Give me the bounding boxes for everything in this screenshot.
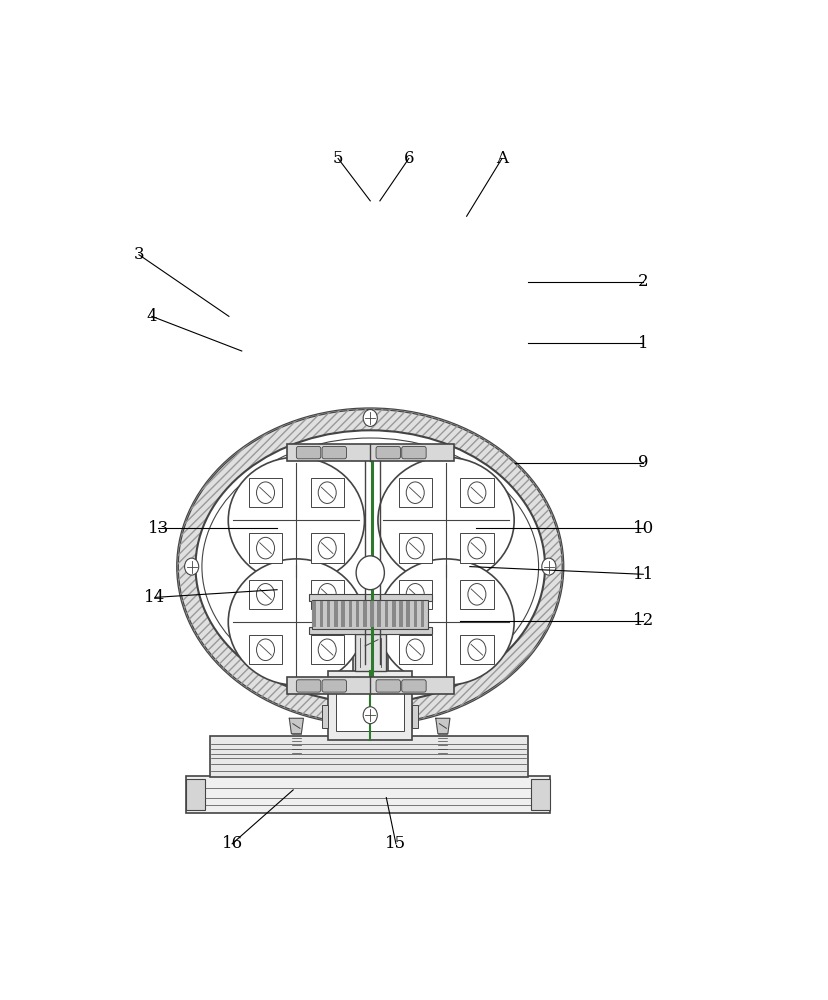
Circle shape [363, 707, 377, 724]
FancyBboxPatch shape [296, 446, 320, 459]
Circle shape [406, 584, 424, 605]
Circle shape [318, 537, 336, 559]
Text: 14: 14 [144, 589, 166, 606]
Bar [248, 580, 282, 609]
Circle shape [185, 558, 199, 575]
Bar [320, 601, 323, 627]
Text: A: A [495, 150, 508, 167]
Text: 15: 15 [385, 835, 406, 852]
Text: 6: 6 [403, 150, 413, 167]
Ellipse shape [378, 457, 513, 584]
Bar [312, 600, 427, 629]
Circle shape [467, 584, 485, 605]
Text: 3: 3 [133, 246, 144, 263]
Polygon shape [289, 718, 303, 734]
Bar [248, 635, 282, 664]
Circle shape [467, 639, 485, 661]
Bar [308, 627, 431, 634]
Bar [248, 478, 282, 507]
Ellipse shape [228, 559, 364, 685]
Bar [352, 609, 388, 718]
Bar [310, 533, 344, 563]
Bar [370, 601, 373, 627]
Text: 13: 13 [147, 520, 169, 537]
Bar [355, 601, 359, 627]
Circle shape [363, 410, 377, 426]
Bar [392, 601, 395, 627]
Circle shape [542, 558, 556, 575]
Bar [326, 601, 330, 627]
Ellipse shape [228, 457, 364, 584]
FancyBboxPatch shape [321, 446, 346, 459]
Bar [348, 601, 352, 627]
Circle shape [256, 482, 274, 503]
Bar [460, 533, 493, 563]
FancyBboxPatch shape [296, 680, 320, 692]
Bar [310, 478, 344, 507]
Bar [412, 705, 418, 728]
Bar [334, 601, 337, 627]
Bar [185, 779, 205, 810]
Circle shape [406, 537, 424, 559]
Bar [248, 533, 282, 563]
FancyBboxPatch shape [321, 680, 346, 692]
FancyBboxPatch shape [402, 680, 426, 692]
Bar [363, 601, 366, 627]
Bar [398, 580, 431, 609]
Circle shape [406, 482, 424, 503]
FancyBboxPatch shape [402, 446, 426, 459]
Bar [460, 580, 493, 609]
Ellipse shape [195, 430, 544, 703]
Text: 11: 11 [632, 566, 653, 583]
Bar [421, 601, 424, 627]
Bar [336, 691, 404, 731]
Bar [341, 601, 344, 627]
Bar [384, 601, 388, 627]
Circle shape [467, 537, 485, 559]
Bar [460, 478, 493, 507]
Circle shape [256, 639, 274, 661]
Bar [310, 635, 344, 664]
Bar [328, 671, 412, 740]
FancyBboxPatch shape [376, 446, 400, 459]
Text: 4: 4 [147, 308, 157, 325]
Text: 5: 5 [333, 150, 343, 167]
FancyBboxPatch shape [376, 680, 400, 692]
Text: 12: 12 [632, 612, 653, 629]
Polygon shape [436, 718, 450, 734]
Bar [286, 677, 453, 694]
Bar [286, 444, 453, 461]
Bar [312, 601, 315, 627]
Text: 2: 2 [638, 273, 647, 290]
Bar [406, 601, 410, 627]
Bar [308, 594, 431, 601]
Bar [398, 635, 431, 664]
Circle shape [406, 639, 424, 661]
Text: 16: 16 [221, 835, 243, 852]
Bar [398, 533, 431, 563]
Circle shape [318, 482, 336, 503]
Circle shape [256, 584, 274, 605]
Bar [185, 776, 550, 813]
Text: 9: 9 [638, 454, 647, 471]
Bar [398, 478, 431, 507]
Circle shape [467, 482, 485, 503]
Ellipse shape [378, 559, 513, 685]
Circle shape [318, 584, 336, 605]
Bar [354, 634, 385, 671]
Bar [321, 705, 328, 728]
Bar [399, 601, 402, 627]
Ellipse shape [177, 409, 562, 724]
Circle shape [356, 556, 384, 590]
Bar [377, 601, 381, 627]
Bar [413, 601, 416, 627]
Text: 10: 10 [632, 520, 653, 537]
Bar [460, 635, 493, 664]
Bar [209, 736, 527, 777]
Circle shape [256, 537, 274, 559]
Bar [530, 779, 550, 810]
Text: 1: 1 [638, 335, 647, 352]
Circle shape [318, 639, 336, 661]
Bar [310, 580, 344, 609]
